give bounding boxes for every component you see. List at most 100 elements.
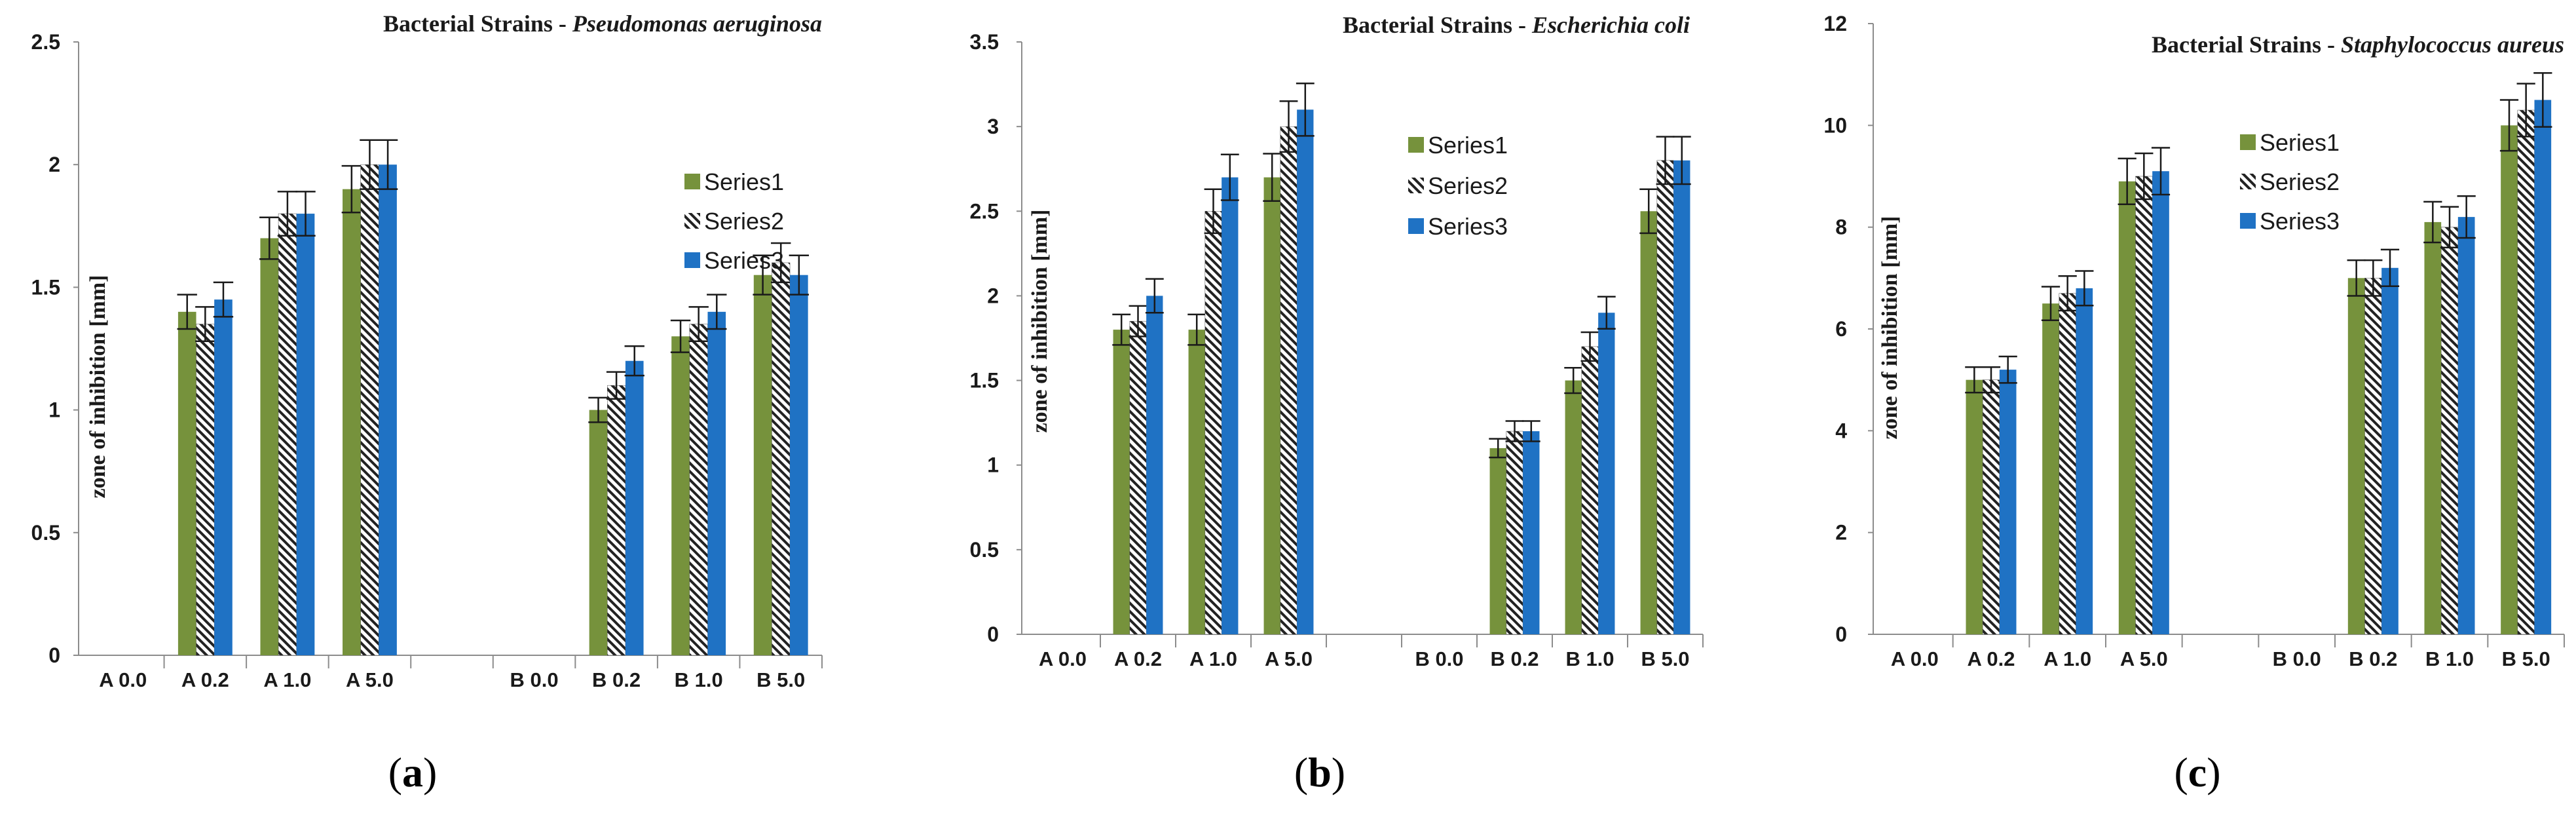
bar-series1-a-1-0 [2042, 303, 2059, 634]
legend: Series1 Series2 Series3 [684, 168, 784, 274]
bar-series2-b-0-2 [1506, 431, 1523, 635]
x-tick-label: A 0.0 [1039, 647, 1087, 670]
bar-series2-b-5-0 [1656, 160, 1674, 635]
bar-series3-b-5-0 [790, 275, 808, 655]
legend-label-series2: Series2 [2260, 168, 2340, 195]
bar-series2-b-0-2 [2364, 278, 2382, 635]
bar-series3-b-1-0 [707, 311, 726, 656]
x-tick-label: B 0.0 [2273, 647, 2321, 670]
chart-title-prefix: Bacterial Strains - [383, 10, 572, 37]
chart-title-prefix: Bacterial Strains - [2152, 31, 2341, 58]
x-tick-label: B 0.2 [1490, 647, 1539, 670]
legend-swatch-series2 [1408, 178, 1424, 193]
x-tick-label: A 1.0 [1189, 647, 1237, 670]
bar-series2-a-1-0 [1204, 211, 1222, 635]
bar-series3-b-5-0 [2534, 100, 2552, 634]
bar-series1-b-0-2 [1489, 448, 1506, 634]
legend: Series1 Series2 Series3 [2240, 129, 2340, 235]
panel-caption-letter: c [2188, 749, 2207, 796]
panel-caption: (a) [388, 749, 438, 796]
legend-swatch-series1 [2240, 134, 2256, 150]
y-tick-label: 0 [1835, 623, 1847, 646]
x-tick-label: B 0.0 [510, 668, 559, 691]
y-axis-label: zone of inhibition [mm] [1878, 216, 1902, 440]
x-tick-label: A 0.0 [99, 668, 147, 691]
bar-series1-a-1-0 [260, 238, 279, 655]
y-tick-label: 1 [987, 453, 999, 477]
bar-series2-a-0-2 [1982, 379, 2000, 635]
bar-series3-a-5-0 [2152, 171, 2169, 634]
legend-swatch-series1 [1408, 137, 1424, 153]
x-tick-label: A 5.0 [346, 668, 394, 691]
chart-panel-a: 0 0.5 1 1.5 2 2.5 A 0.0 A 0.2 A 1.0 A 5.0 B 0.0 B 0… [31, 10, 823, 796]
y-tick-label: 2 [48, 153, 60, 176]
legend-label-series1: Series1 [704, 168, 784, 195]
legend-label-series3: Series3 [704, 247, 784, 274]
chart-title-species: Staphylococcus aureus [2341, 31, 2564, 58]
y-tick-label: 0.5 [970, 538, 999, 562]
bar-series3-a-5-0 [379, 164, 397, 655]
y-tick-label: 0 [48, 643, 60, 667]
y-tick-label: 2 [987, 284, 999, 307]
bar-series2-a-5-0 [360, 164, 379, 656]
bar-series3-a-0-2 [1146, 296, 1163, 634]
legend-label-series3: Series3 [1428, 213, 1508, 240]
x-tick-label: A 5.0 [2120, 647, 2168, 670]
chart-title: Bacterial Strains - Escherichia coli [1343, 12, 1690, 38]
chart-title: Bacterial Strains - Pseudomonas aerugino… [383, 10, 822, 37]
panel-caption-open: ( [2174, 749, 2188, 796]
x-tick-label: B 0.0 [1415, 647, 1463, 670]
bar-series1-b-0-2 [589, 410, 608, 655]
bar-series3-a-1-0 [296, 214, 315, 656]
bar-series2-a-1-0 [278, 213, 297, 656]
bar-series3-a-0-2 [214, 299, 233, 655]
y-tick-label: 3 [987, 115, 999, 138]
y-tick-label: 12 [1823, 12, 1847, 35]
x-tick-label: B 5.0 [1641, 647, 1689, 670]
x-tick-label: A 0.2 [1968, 647, 2015, 670]
bar-series2-a-5-0 [1280, 126, 1297, 635]
bar-series3-a-1-0 [1222, 177, 1239, 635]
y-tick-label: 8 [1835, 216, 1847, 239]
x-tick-label: B 0.2 [2349, 647, 2397, 670]
bar-series3-b-1-0 [1598, 313, 1615, 634]
y-tick-label: 1.5 [31, 275, 60, 299]
x-tick-label: A 0.2 [1114, 647, 1162, 670]
x-tick-label: A 0.2 [181, 668, 229, 691]
panel-caption-open: ( [388, 749, 402, 796]
bar-series1-b-5-0 [753, 275, 772, 655]
x-tick-label: B 0.2 [592, 668, 641, 691]
legend-swatch-series3 [2240, 213, 2256, 229]
y-axis-label: zone of inhibition [mm] [1028, 210, 1052, 433]
legend-label-series3: Series3 [2260, 208, 2340, 235]
bar-series3-b-5-0 [1673, 160, 1690, 635]
y-tick-label: 2 [1835, 521, 1847, 545]
bar-series3-b-0-2 [1523, 431, 1540, 634]
y-tick-label: 2.5 [970, 199, 999, 223]
y-tick-label: 3.5 [970, 30, 999, 54]
y-tick-label: 0 [987, 623, 999, 646]
legend-label-series1: Series1 [2260, 129, 2340, 156]
y-tick-label: 10 [1823, 113, 1847, 137]
legend-label-series1: Series1 [1428, 132, 1508, 159]
bar-series2-b-1-0 [689, 324, 708, 656]
chart-panel-c: 0 2 4 6 8 10 12 A 0.0 A 0.2 A 1.0 A 5.0 B 0.0 B 0.2 B… [1823, 12, 2565, 796]
bar-series1-a-5-0 [343, 189, 361, 655]
legend-swatch-series3 [1408, 218, 1424, 234]
y-tick-label: 4 [1835, 419, 1847, 442]
bar-series1-a-0-2 [1113, 330, 1130, 634]
x-tick-label: B 5.0 [2502, 647, 2550, 670]
x-tick-label: A 0.0 [1891, 647, 1939, 670]
bar-series2-a-0-2 [196, 324, 215, 656]
bar-series2-b-1-0 [1581, 346, 1599, 635]
bar-series2-a-5-0 [2135, 176, 2153, 635]
bar-series3-b-0-2 [2381, 267, 2399, 634]
panel-caption-letter: b [1308, 749, 1332, 796]
panel-caption-close: ) [423, 749, 437, 796]
bar-series3-a-5-0 [1297, 109, 1314, 635]
y-tick-label: 1.5 [970, 369, 999, 393]
legend-swatch-series2 [2240, 174, 2256, 189]
bar-series1-b-5-0 [2501, 125, 2518, 635]
bar-series1-b-5-0 [1640, 211, 1657, 634]
